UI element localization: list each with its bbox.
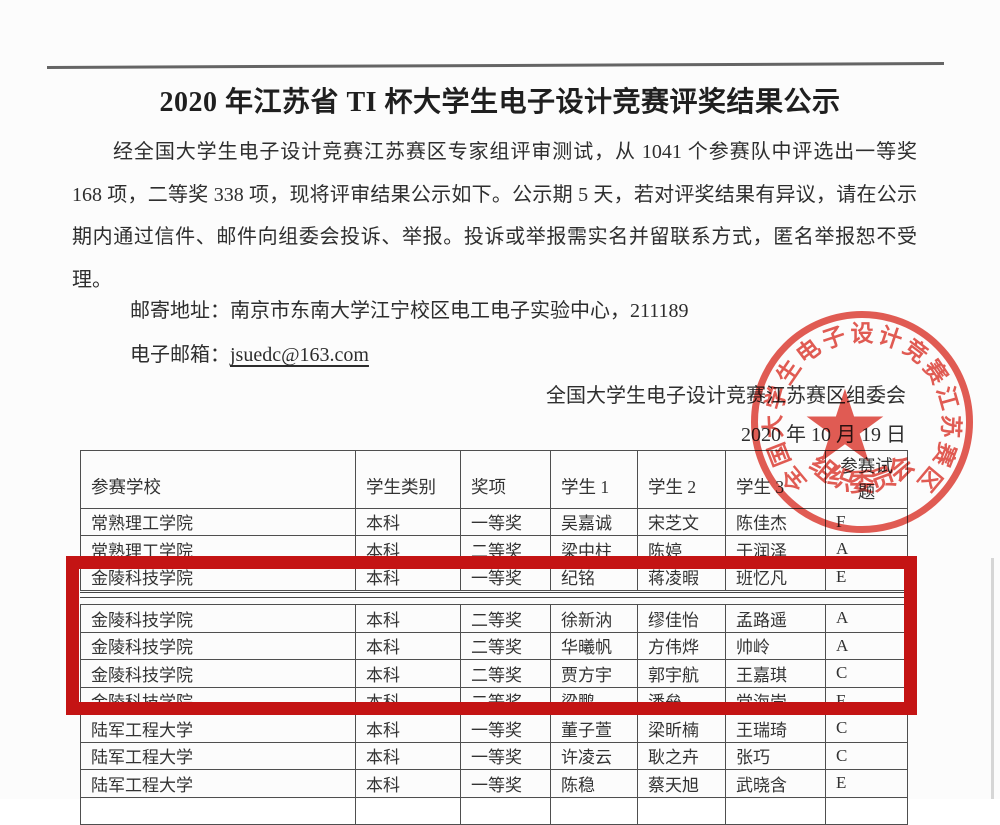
table-row: [80, 796, 908, 825]
table-cell: 孟路遥: [725, 604, 826, 633]
mail-address-label: 邮寄地址：: [130, 300, 230, 322]
seal-ring-char: 设: [850, 321, 874, 346]
seal-ring-char: 大: [760, 414, 787, 439]
table-cell: 帅岭: [725, 631, 826, 660]
table-cell: 本科: [355, 507, 461, 536]
table-cell: 二等奖: [460, 659, 551, 688]
table-cell: 王嘉琪: [725, 659, 826, 688]
email-label: 电子邮箱：: [130, 344, 230, 366]
table-cell: A: [825, 604, 908, 633]
table-cell: [725, 796, 826, 825]
highlight-annotation-box: [66, 556, 917, 715]
table-cell: 金陵科技学院: [80, 604, 356, 633]
table-cell: 本科: [355, 714, 461, 743]
table-cell: 方伟烨: [637, 631, 726, 660]
table-row: 陆军工程大学 本科 一等奖 董子萱 梁昕楠 王瑞琦 C: [80, 714, 908, 743]
table-cell: 金陵科技学院: [80, 631, 356, 660]
table-cell: 陈稳: [550, 769, 638, 798]
table-cell: 本科: [355, 659, 461, 688]
table-cell: 耿之卉: [637, 741, 726, 770]
table-cell: 陆军工程大学: [80, 741, 356, 770]
official-seal-stamp: 全国大学生电子设计竞赛江苏赛区 组织委员会 ★: [751, 311, 973, 533]
table-cell: [80, 796, 356, 825]
seal-ring: [751, 311, 973, 533]
table-row: 陆军工程大学 本科 一等奖 陈稳 蔡天旭 武晓含 E: [80, 769, 908, 798]
table-row: 金陵科技学院 本科 二等奖 华曦帆 方伟烨 帅岭 A: [80, 631, 908, 660]
table-cell: 蔡天旭: [637, 769, 726, 798]
email-value: jsuedc@163.com: [230, 344, 369, 366]
table-cell: [825, 796, 908, 825]
table-cell: 梁昕楠: [637, 714, 726, 743]
seal-bottom-char: 委: [849, 470, 875, 497]
column-header: 学生类别: [355, 450, 461, 509]
table-cell: [550, 796, 638, 825]
table-row: 陆军工程大学 本科 一等奖 许凌云 耿之卉 张巧 C: [80, 741, 908, 770]
table-cell: 本科: [355, 741, 461, 770]
table-cell: [460, 796, 551, 825]
page-edge-shadow: [991, 558, 994, 799]
mail-address-line: 邮寄地址：南京市东南大学江宁校区电工电子实验中心，211189: [130, 294, 689, 323]
table-cell: 宋芝文: [637, 507, 726, 536]
table-cell: 一等奖: [460, 769, 551, 798]
table-cell: E: [825, 769, 908, 798]
table-cell: 本科: [355, 769, 461, 798]
table-cell: 吴嘉诚: [550, 507, 638, 536]
section-divider-line: [80, 592, 908, 598]
table-cell: C: [825, 714, 908, 743]
table-cell: 一等奖: [460, 741, 551, 770]
table-cell: 常熟理工学院: [80, 507, 356, 536]
table-header-row: 参赛学校 学生类别 奖项 学生 1 学生 2 学生 3 参赛试题: [80, 450, 908, 509]
scan-artifact-line: [46, 62, 945, 69]
table-cell: 一等奖: [460, 507, 551, 536]
table-cell: 华曦帆: [550, 631, 638, 660]
table-row: 金陵科技学院 本科 一等奖 纪铭 蒋凌暇 班忆凡 E: [80, 562, 908, 591]
table-cell: C: [825, 659, 908, 688]
table-cell: 武晓含: [725, 769, 826, 798]
table-cell: 一等奖: [460, 714, 551, 743]
document-title: 2020 年江苏省 TI 杯大学生电子设计竞赛评奖结果公示: [159, 87, 841, 118]
table-cell: 二等奖: [460, 604, 551, 633]
table-cell: 陆军工程大学: [80, 714, 356, 743]
mail-address-value: 南京市东南大学江宁校区电工电子实验中心，211189: [230, 300, 689, 322]
star-icon: ★: [800, 372, 890, 483]
scanned-document-page: 2020 年江苏省 TI 杯大学生电子设计竞赛评奖结果公示 经全国大学生电子设计…: [46, 62, 994, 825]
table-cell: 陈佳杰: [725, 507, 826, 536]
column-header: 奖项: [460, 450, 551, 509]
column-header: 学生 2: [637, 450, 726, 509]
body-paragraph: 经全国大学生电子设计竞赛江苏赛区专家组评审测试，从 1041 个参赛队中评选出一…: [72, 141, 917, 291]
table-cell: 陆军工程大学: [80, 769, 356, 798]
table-cell: 张巧: [725, 741, 826, 770]
seal-ring-char: 苏: [937, 414, 964, 439]
email-line: 电子邮箱：jsuedc@163.com: [130, 338, 369, 367]
table-cell: 王瑞琦: [725, 714, 826, 743]
column-header: 学生 1: [550, 450, 638, 509]
table-cell: [637, 796, 726, 825]
table-cell: C: [825, 741, 908, 770]
table-cell: 许凌云: [550, 741, 638, 770]
table-cell: [355, 796, 461, 825]
table-cell: 董子萱: [550, 714, 638, 743]
column-header: 参赛学校: [80, 450, 356, 509]
